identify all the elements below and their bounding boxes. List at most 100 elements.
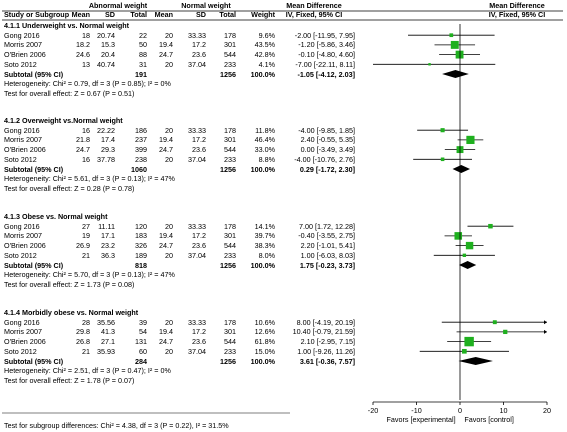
total-abnormal: 326 [135,241,147,251]
mean-normal: 20 [165,221,173,231]
mean-abnormal: 24.6 [76,50,90,60]
mean-abnormal: 18 [82,30,90,40]
study-md-ci: -4.00 [-9.85, 1.85] [298,125,355,135]
overall-effect-text: Test for overall effect: Z = 1.78 (P = 0… [4,375,135,385]
mean-normal: 20 [165,154,173,164]
heterogeneity-text: Heterogeneity: Chi² = 2.51, df = 3 (P = … [4,366,171,376]
mean-abnormal: 19 [82,231,90,241]
ci-arrow [544,329,547,334]
mean-normal: 20 [165,346,173,356]
total-abnormal: 60 [139,346,147,356]
study-md-ci: -4.00 [-10.76, 2.76] [294,154,355,164]
sd-normal: 37.04 [188,154,206,164]
favors-right-label: Favors [control] [464,415,514,424]
sd-abnormal: 17.1 [101,231,115,241]
col-sd-normal: SD [196,10,206,19]
heterogeneity-text: Heterogeneity: Chi² = 5.61, df = 3 (P = … [4,174,175,184]
study-effect-square [449,33,454,38]
sd-abnormal: 20.4 [101,50,115,60]
subtotal-total-normal: 1256 [220,356,236,366]
sd-abnormal: 35.56 [97,317,115,327]
total-normal: 544 [224,241,236,251]
col-study: Study or Subgroup [4,10,70,19]
mean-normal: 20 [165,30,173,40]
heterogeneity-text: Heterogeneity: Chi² = 0.79, df = 3 (P = … [4,79,171,89]
x-axis-tick-label: 10 [499,406,508,415]
subtotal-md-ci: 3.61 [-0.36, 7.57] [299,356,355,366]
x-axis-tick-label: 0 [458,406,462,415]
mean-abnormal: 21 [82,250,90,260]
study-effect-square [462,253,467,257]
x-axis-tick-label: -10 [411,406,422,415]
subtotal-label: Subtotal (95% CI) [4,164,64,174]
study-effect-square [455,50,464,59]
total-normal: 233 [224,250,236,260]
sd-normal: 23.6 [192,145,206,155]
sd-normal: 33.33 [188,221,206,231]
subtotal-total-abnormal: 818 [135,260,147,270]
sd-abnormal: 17.4 [101,135,115,145]
subtotal-diamond [458,261,477,269]
study-weight: 10.6% [254,317,275,327]
sd-normal: 37.04 [188,250,206,260]
sd-abnormal: 35.93 [97,346,115,356]
subtotal-md-ci: -1.05 [-4.12, 2.03] [297,69,355,79]
mean-abnormal: 16 [82,125,90,135]
col-mean-abnormal: Mean [71,10,90,19]
total-normal: 301 [224,327,236,337]
sd-abnormal: 15.3 [101,40,115,50]
total-abnormal: 131 [135,337,147,347]
total-normal: 233 [224,59,236,69]
mean-normal: 20 [165,59,173,69]
study-md-ci: -2.00 [-11.95, 7.95] [294,30,355,40]
study-md-ci: 7.00 [1.72, 12.28] [299,221,355,231]
total-abnormal: 189 [135,250,147,260]
total-normal: 544 [224,145,236,155]
subtotal-weight: 100.0% [250,69,275,79]
mean-abnormal: 21 [82,346,90,356]
sd-normal: 33.33 [188,30,206,40]
x-axis-tick-label: 20 [543,406,551,415]
total-abnormal: 183 [135,231,147,241]
mean-abnormal: 26.8 [76,337,90,347]
mean-abnormal: 27 [82,221,90,231]
mean-abnormal: 29.8 [76,327,90,337]
study-md-ci: 8.00 [-4.19, 20.19] [296,317,355,327]
sd-normal: 33.33 [188,125,206,135]
study-name: Morris 2007 [4,135,42,145]
subgroup-title: 4.1.4 Morbidly obese vs. Normal weight [4,308,139,317]
study-name: O'Brien 2006 [4,145,46,155]
total-normal: 178 [224,221,236,231]
sd-abnormal: 11.11 [98,221,115,231]
study-md-ci: -7.00 [-22.11, 8.11] [295,59,355,69]
study-name: Gong 2016 [4,125,40,135]
study-effect-square [450,40,459,49]
mean-abnormal: 28 [82,317,90,327]
total-abnormal: 50 [139,40,147,50]
sd-normal: 23.6 [192,50,206,60]
mean-normal: 19.4 [159,327,173,337]
group-abnormal-header: Abnormal weight [88,1,148,10]
favors-left-label: Favors [experimental] [386,415,456,424]
total-abnormal: 399 [135,145,147,155]
mean-abnormal: 21.8 [76,135,90,145]
total-normal: 178 [224,317,236,327]
study-weight: 33.0% [254,145,275,155]
mean-normal: 19.4 [159,231,173,241]
study-name: Morris 2007 [4,327,42,337]
sd-normal: 37.04 [188,346,206,356]
study-name: Morris 2007 [4,40,42,50]
subtotal-diamond [442,70,469,78]
study-weight: 4.1% [258,59,275,69]
study-effect-square [454,232,463,240]
col-md-ci-left: IV, Fixed, 95% CI [285,10,343,19]
study-md-ci: -0.10 [-4.80, 4.60] [298,50,355,60]
study-weight: 12.6% [254,327,275,337]
sd-abnormal: 41.3 [101,327,115,337]
study-weight: 43.5% [254,40,275,50]
study-weight: 8.8% [258,154,275,164]
subgroup-title: 4.1.2 Overweight vs.Normal weight [4,116,123,125]
heterogeneity-text: Heterogeneity: Chi² = 5.70, df = 3 (P = … [4,270,175,280]
total-normal: 544 [224,337,236,347]
